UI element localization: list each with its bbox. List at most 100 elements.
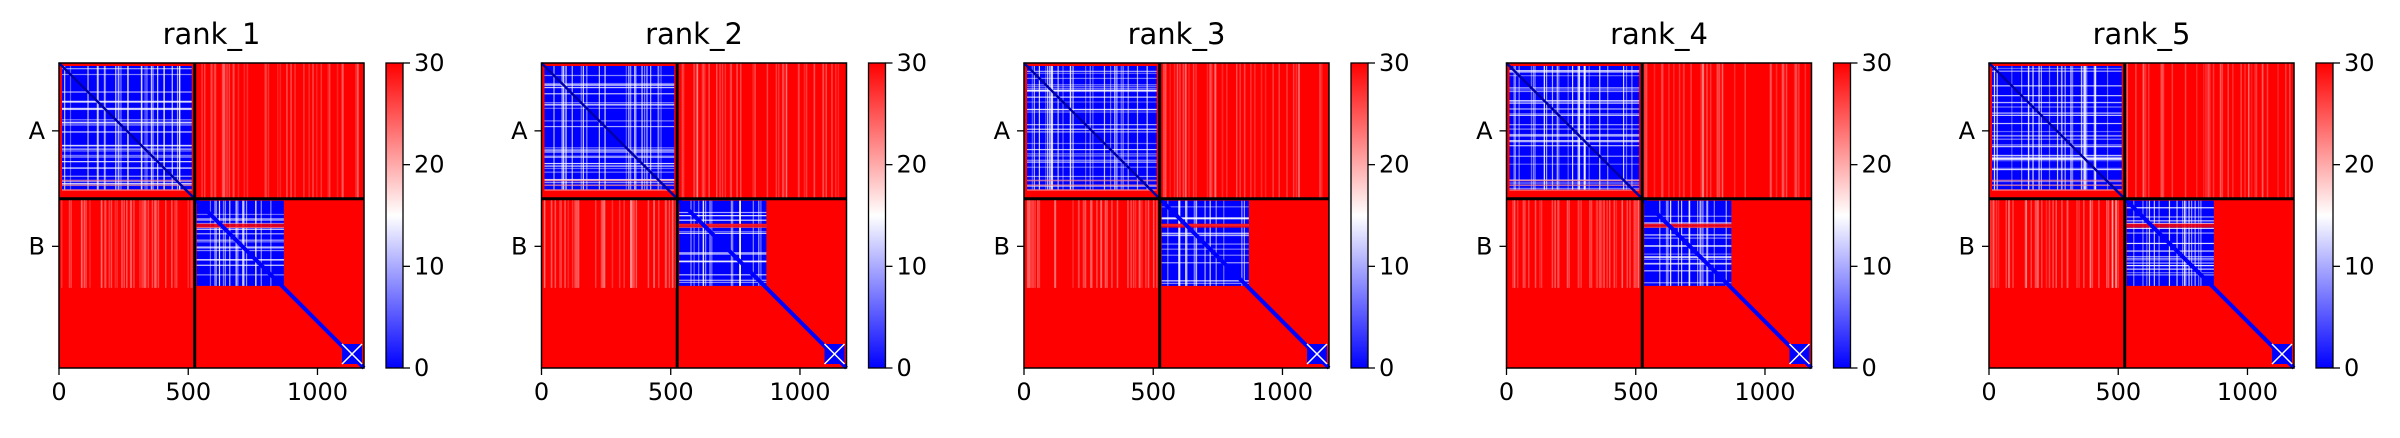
heatmap-gridline (196, 247, 284, 249)
heatmap-gridline (62, 73, 192, 76)
heatmap-gridline (196, 274, 284, 276)
heatmap-gridline (196, 228, 284, 230)
heatmap-streak (1297, 63, 1300, 199)
heatmap-streak (1111, 198, 1113, 288)
heatmap-gridline (242, 200, 244, 286)
heatmap-streak (1221, 63, 1224, 199)
heatmap-gridline (760, 200, 762, 286)
heatmap-streak (192, 198, 194, 288)
heatmap-gridline (150, 66, 153, 190)
heatmap-streak (603, 198, 606, 288)
heatmap-streak (1029, 198, 1031, 288)
axes-frame (540, 62, 848, 369)
y-tick-label: A (511, 117, 528, 145)
heatmap-streak (342, 63, 344, 199)
heatmap-streak (1629, 198, 1631, 288)
heatmap-streak (1214, 63, 1217, 199)
heatmap-streak (2055, 198, 2057, 288)
heatmap-gridline (1707, 200, 1709, 286)
heatmap-gridline (1622, 66, 1625, 190)
heatmap-gridline (1027, 101, 1157, 103)
heatmap-band (196, 223, 284, 228)
heatmap-streak (211, 63, 213, 199)
heatmap-streak (2098, 198, 2100, 288)
heatmap-gridline (141, 66, 143, 190)
heatmap-streak (1721, 63, 1724, 199)
heatmap-gridline (196, 259, 284, 261)
heatmap-gridline (2028, 66, 2030, 190)
heatmap-streak (140, 198, 143, 288)
heatmap-gridline (2126, 274, 2214, 276)
heatmap-gridline (2158, 200, 2160, 286)
heatmap-gridline (1127, 66, 1129, 190)
heatmap-gridline (1062, 66, 1064, 190)
heatmap-gridline (2048, 66, 2051, 190)
x-tick-label: 0 (1499, 378, 1514, 406)
heatmap-streak (550, 198, 553, 288)
heatmap-streak (701, 63, 704, 199)
heatmap-gridline (1031, 66, 1033, 190)
heatmap-gridline (62, 101, 192, 103)
heatmap-streak (564, 198, 566, 288)
heatmap-streak (1645, 63, 1648, 199)
heatmap-gridline (679, 232, 767, 234)
heatmap-streak (1644, 63, 1646, 199)
heatmap-streak (775, 63, 778, 199)
heatmap-streak (203, 63, 206, 199)
heatmap-gridline (1996, 66, 1998, 190)
heatmap-gridline (702, 200, 704, 286)
heatmap-gridline (2146, 200, 2148, 286)
heatmap-streak (2250, 63, 2253, 199)
heatmap-streak (837, 63, 840, 199)
heatmap-gridline (1644, 256, 1732, 258)
heatmap-streak (1717, 63, 1719, 199)
heatmap-streak (108, 198, 111, 288)
heatmap-gridline (1659, 200, 1661, 286)
heatmap-streak (693, 63, 696, 199)
heatmap-band (1509, 189, 1640, 191)
heatmap-gridline (62, 144, 192, 147)
heatmap-streak (1770, 63, 1772, 199)
heatmap-streak (2171, 63, 2174, 199)
heatmap-streak (719, 63, 721, 199)
heatmap-gridline (1509, 163, 1640, 165)
heatmap-streak (2048, 198, 2051, 288)
heatmap-gridline (127, 66, 129, 190)
heatmap-gridline (1992, 95, 2122, 97)
heatmap-gridline (2126, 265, 2214, 267)
heatmap-gridline (2126, 262, 2214, 264)
heatmap-streak (1590, 198, 1593, 288)
x-tick-label: 500 (1613, 378, 1659, 406)
heatmap-streak (2255, 63, 2258, 199)
heatmap-gridline (2126, 222, 2214, 225)
heatmap-gridline (2176, 200, 2178, 286)
heatmap-streak (232, 63, 234, 199)
heatmap-streak (664, 198, 667, 288)
heatmap-gridline (1109, 66, 1112, 190)
heatmap-streak (543, 198, 546, 288)
colorbar (2315, 62, 2334, 369)
heatmap-streak (105, 198, 107, 288)
heatmap-gridline (1027, 109, 1157, 111)
heatmap-gridline (544, 151, 675, 153)
heatmap-gridline (1038, 66, 1041, 190)
heatmap-streak (1028, 198, 1030, 288)
y-tick-label: B (1476, 232, 1492, 260)
heatmap-streak (1769, 63, 1772, 199)
heatmap-gridline (679, 260, 767, 262)
heatmap-gridline (2086, 66, 2088, 190)
heatmap-streak (2024, 198, 2027, 288)
heatmap-streak (171, 198, 173, 288)
heatmap-gridline (2072, 66, 2074, 190)
heatmap-streak (1513, 198, 1516, 288)
terminal-block-line (341, 343, 363, 365)
heatmap-gridline (260, 200, 262, 286)
heatmap-gridline (1509, 133, 1640, 136)
heatmap-gridline (2183, 200, 2186, 286)
heatmap-gridline (544, 156, 675, 159)
heatmap-gridline (1161, 254, 1249, 256)
heatmap-streak (781, 63, 784, 199)
heatmap-streak (2184, 63, 2187, 199)
heatmap-gridline (1992, 134, 2122, 137)
heatmap-streak (1037, 198, 1039, 288)
